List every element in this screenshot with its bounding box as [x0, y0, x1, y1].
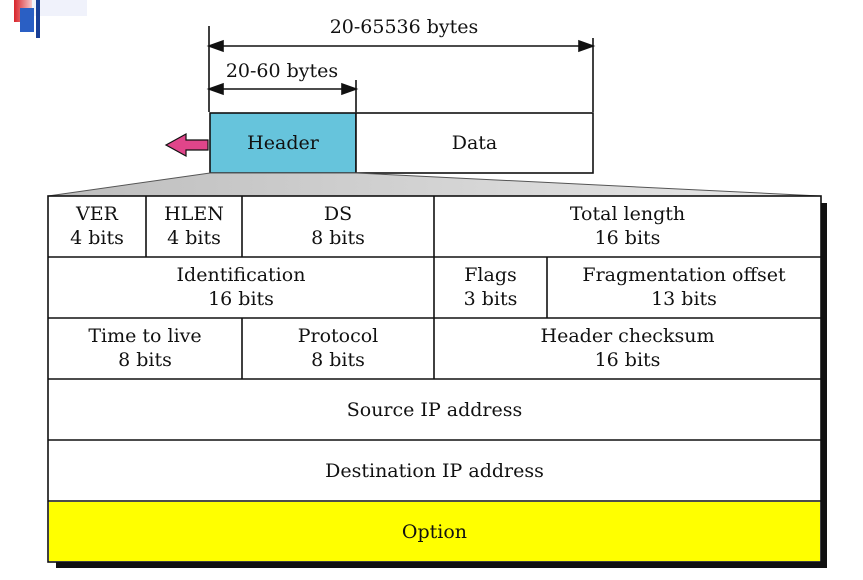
data-block-label: Data	[451, 132, 498, 154]
field-name: Total length	[569, 203, 686, 225]
field-name: Time to live	[88, 325, 202, 347]
field-size: 4 bits	[70, 227, 124, 249]
field-size: 4 bits	[167, 227, 221, 249]
option-row-fill	[49, 502, 820, 561]
field-size: 8 bits	[311, 227, 365, 249]
total-length-label: 20-65536 bytes	[329, 16, 479, 38]
data-block	[355, 112, 594, 174]
field-total-length: Total length 16 bits	[434, 202, 821, 250]
header-expansion-fan	[47, 172, 821, 197]
field-flags: Flags 3 bits	[434, 263, 547, 311]
field-size: 16 bits	[594, 227, 661, 249]
total-length-dimension	[206, 26, 596, 112]
field-size: 16 bits	[594, 349, 661, 371]
field-size: 16 bits	[208, 288, 274, 310]
field-protocol: Protocol 8 bits	[242, 324, 434, 372]
field-name: Identification	[176, 264, 306, 286]
field-name: VER	[76, 203, 118, 225]
table-grid	[48, 196, 821, 502]
field-identification: Identification 16 bits	[48, 263, 434, 311]
field-name: Header checksum	[540, 325, 715, 347]
field-header-checksum: Header checksum 16 bits	[434, 324, 821, 372]
header-block-label: Header	[247, 132, 319, 154]
direction-arrow-icon	[164, 132, 209, 158]
field-source-ip: Source IP address	[346, 399, 523, 421]
field-name: Fragmentation offset	[582, 264, 786, 286]
header-length-dimension	[206, 80, 359, 112]
field-hlen: HLEN 4 bits	[146, 202, 242, 250]
field-fragmentation-offset: Fragmentation offset 13 bits	[547, 263, 821, 311]
field-ver: VER 4 bits	[48, 202, 146, 250]
field-size: 8 bits	[311, 349, 365, 371]
field-time-to-live: Time to live 8 bits	[48, 324, 242, 372]
header-length-label: 20-60 bytes	[225, 60, 339, 82]
field-ds: DS 8 bits	[242, 202, 434, 250]
slide-corner-decoration	[14, 0, 87, 38]
field-destination-ip: Destination IP address	[325, 460, 544, 482]
field-name: Protocol	[297, 325, 379, 347]
field-name: HLEN	[164, 203, 224, 225]
field-name: Flags	[464, 264, 517, 286]
field-size: 13 bits	[651, 288, 717, 310]
field-option: Option	[401, 521, 468, 543]
field-name: DS	[323, 203, 353, 225]
field-size: 3 bits	[463, 288, 518, 310]
field-size: 8 bits	[118, 349, 172, 371]
